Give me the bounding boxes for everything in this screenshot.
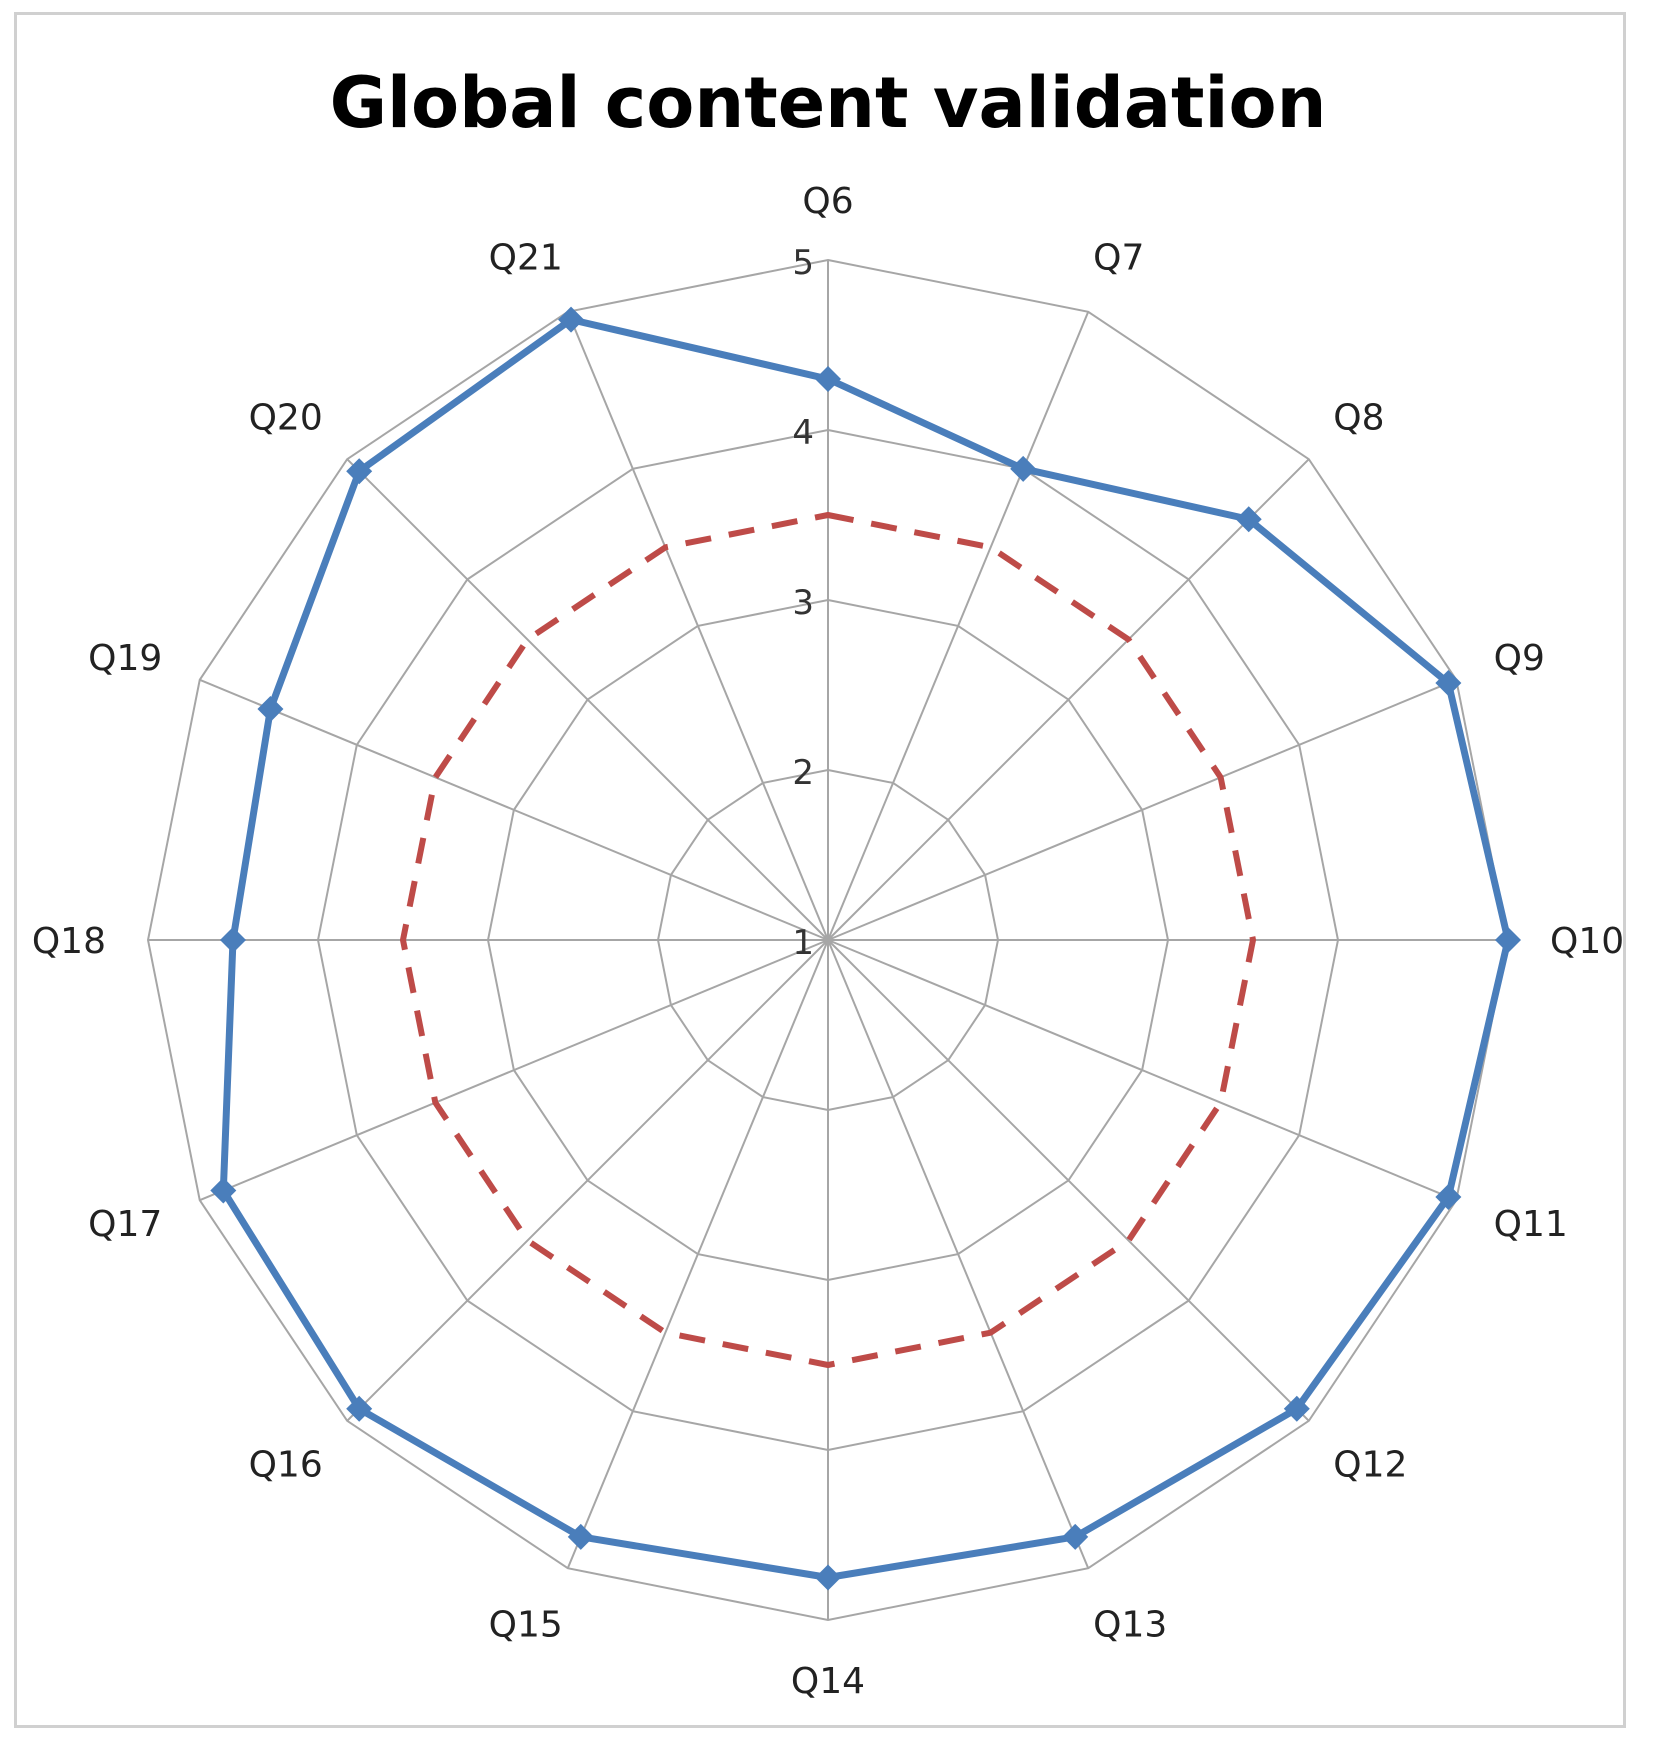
series-0-point-q20 bbox=[346, 458, 373, 485]
spoke-q7 bbox=[827, 311, 1090, 941]
spoke-q12 bbox=[827, 939, 1310, 1422]
spoke-q19 bbox=[199, 678, 829, 941]
radial-tick-labels: 1 2 3 4 5 bbox=[792, 243, 814, 963]
series-0-point-q21 bbox=[558, 306, 585, 333]
series-0-point-q18 bbox=[220, 927, 246, 953]
category-label-q20: Q20 bbox=[249, 398, 323, 439]
spoke-q9 bbox=[827, 678, 1457, 941]
series-0-point-q7 bbox=[1010, 455, 1037, 482]
category-label-q17: Q17 bbox=[88, 1204, 162, 1245]
spoke-q13 bbox=[827, 939, 1090, 1569]
series-0-point-q11 bbox=[1435, 1183, 1462, 1210]
tick-label-4: 4 bbox=[792, 413, 814, 453]
series-0-point-q17 bbox=[210, 1177, 237, 1204]
series-0-point-q19 bbox=[257, 696, 284, 723]
spoke-q15 bbox=[566, 939, 829, 1569]
spoke-q21 bbox=[566, 311, 829, 941]
series-0-point-q9 bbox=[1435, 670, 1462, 697]
series-0-line bbox=[219, 316, 1512, 1581]
tick-label-5: 5 bbox=[792, 243, 814, 283]
category-label-q6: Q6 bbox=[802, 181, 853, 222]
category-label-q16: Q16 bbox=[249, 1444, 323, 1485]
category-label-q11: Q11 bbox=[1494, 1204, 1568, 1245]
series-0-point-q8 bbox=[1235, 506, 1262, 533]
category-label-q18: Q18 bbox=[32, 921, 106, 962]
series-0-point-q16 bbox=[346, 1395, 373, 1422]
category-label-q14: Q14 bbox=[791, 1661, 865, 1702]
tick-label-2: 2 bbox=[792, 753, 814, 793]
category-label-q13: Q13 bbox=[1093, 1605, 1167, 1646]
radar-grid bbox=[146, 258, 1510, 1622]
category-label-q7: Q7 bbox=[1093, 237, 1144, 278]
spoke-q16 bbox=[346, 939, 829, 1422]
chart-title: Global content validation bbox=[329, 62, 1327, 144]
spoke-q8 bbox=[827, 458, 1310, 941]
series-0-point-q14 bbox=[815, 1564, 841, 1591]
category-label-q15: Q15 bbox=[489, 1605, 563, 1646]
spoke-q17 bbox=[199, 939, 829, 1202]
series-0-point-q6 bbox=[815, 366, 841, 392]
category-label-q12: Q12 bbox=[1333, 1444, 1407, 1485]
series-0-point-q10 bbox=[1495, 927, 1521, 953]
series-0-point-q13 bbox=[1062, 1523, 1089, 1550]
series-1-line bbox=[400, 512, 1256, 1368]
radar-series bbox=[210, 306, 1521, 1591]
category-label-q10: Q10 bbox=[1550, 921, 1624, 962]
spoke-q11 bbox=[827, 939, 1457, 1202]
spoke-q20 bbox=[346, 458, 829, 941]
category-label-q21: Q21 bbox=[489, 237, 563, 278]
series-0-point-q15 bbox=[567, 1523, 594, 1550]
tick-label-1: 1 bbox=[792, 923, 814, 963]
category-labels: Q6 Q7 Q8 Q9 Q10 Q11 Q12 Q13 Q14 Q15 Q16 Q17 Q18 Q19 Q2… bbox=[32, 181, 1624, 1702]
series-0-point-q12 bbox=[1283, 1395, 1310, 1422]
tick-label-3: 3 bbox=[792, 583, 814, 623]
category-label-q9: Q9 bbox=[1494, 638, 1545, 679]
chart-frame bbox=[14, 12, 1626, 1728]
category-label-q8: Q8 bbox=[1333, 398, 1384, 439]
category-label-q19: Q19 bbox=[88, 638, 162, 679]
